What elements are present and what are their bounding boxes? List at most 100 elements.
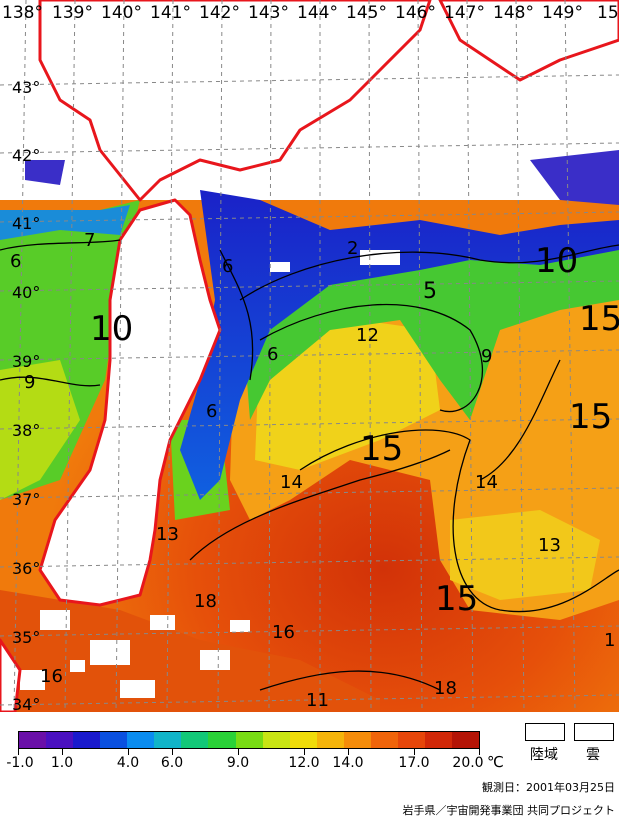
colorbar-tick: [304, 749, 305, 755]
colorbar-tick: [348, 749, 349, 755]
isotherm-label: 6: [206, 401, 217, 422]
lon-label: 141°: [150, 3, 191, 23]
isotherm-label: 10: [535, 241, 578, 281]
latitude-labels: 43° 42° 41° 40° 39° 38° 37° 36° 35° 34°: [12, 78, 40, 712]
colorbar-tick: [172, 749, 173, 755]
isotherm-label: 6: [10, 251, 21, 272]
colorbar-segment: [452, 732, 480, 748]
isotherm-label: 10: [90, 309, 133, 349]
isotherm-labels: 7 6 10 9 6 6 6 2 5 12 9 10 15 15 15 14 1…: [10, 230, 619, 711]
land-key-swatch: [525, 723, 565, 741]
lon-label: 145°: [346, 3, 387, 23]
lat-label: 38°: [12, 421, 40, 440]
lat-label: 36°: [12, 559, 40, 578]
colorbar-tick: [128, 749, 129, 755]
lon-label: 15: [597, 3, 619, 23]
lon-label: 143°: [248, 3, 289, 23]
cloud-key-label: 雲: [586, 747, 600, 763]
colorbar-segment: [46, 732, 74, 748]
colorbar-segment: [181, 732, 209, 748]
colorbar-tick: [414, 749, 415, 755]
colorbar-segment: [289, 732, 317, 748]
lon-label: 148°: [493, 3, 534, 23]
colorbar-segment: [235, 732, 263, 748]
sea-of-japan-north: [0, 205, 130, 240]
colorbar-tick-label: 17.0: [398, 755, 430, 771]
colorbar-segment: [397, 732, 425, 748]
isotherm-label: 18: [434, 678, 457, 699]
sea-of-japan-south: [0, 360, 80, 500]
colorbar-segment: [424, 732, 452, 748]
isotherm-label: 14: [475, 472, 498, 493]
colorbar-segment: [316, 732, 344, 748]
isotherm-label: 12: [356, 325, 379, 346]
isotherm-label: 9: [24, 372, 35, 393]
colorbar-tick-label: 20.0: [452, 755, 484, 771]
colorbar-tick-label: 12.0: [288, 755, 320, 771]
lon-label: 140°: [101, 3, 142, 23]
lat-label: 34°: [12, 695, 40, 712]
isotherm-label: 16: [40, 666, 63, 687]
colorbar-segment: [154, 732, 182, 748]
isotherm-label: 9: [481, 346, 492, 367]
yellow-zone-southeast: [450, 510, 600, 600]
colorbar-tick-label: -1.0: [6, 755, 34, 771]
cloud-patches: [20, 250, 400, 698]
colorbar-tick-label: 1.0: [50, 755, 74, 771]
lon-label: 146°: [395, 3, 436, 23]
isotherm-label: 5: [423, 279, 437, 304]
isotherm-label: 15: [579, 299, 619, 339]
colorbar-segment: [73, 732, 101, 748]
lon-label: 149°: [542, 3, 583, 23]
colorbar-tick: [238, 749, 239, 755]
lat-label: 35°: [12, 628, 40, 647]
isotherm-label: 15: [360, 429, 403, 469]
colorbar-tick-label: 9.0: [226, 755, 250, 771]
isotherm-label: 13: [156, 524, 179, 545]
colorbar-segment: [19, 732, 47, 748]
lon-label: 142°: [199, 3, 240, 23]
colorbar-segment: [343, 732, 371, 748]
lon-label: 147°: [444, 3, 485, 23]
isotherm-label: 13: [538, 535, 561, 556]
landmass: [0, 0, 619, 712]
isotherm-label: 14: [280, 472, 303, 493]
colorbar-tick: [62, 749, 63, 755]
cold-water-patch-east: [530, 150, 619, 205]
lat-label: 41°: [12, 214, 40, 233]
temperature-unit: ℃: [487, 753, 504, 771]
isotherm-label: 1: [604, 630, 615, 651]
lon-label: 144°: [297, 3, 338, 23]
isotherm-label: 15: [435, 579, 478, 619]
isotherm-label: 18: [194, 591, 217, 612]
isotherm-label: 6: [267, 344, 278, 365]
cold-water-patch-west: [25, 160, 65, 185]
colorbar-tick-label: 4.0: [116, 755, 140, 771]
colorbar-tick-label: 6.0: [160, 755, 184, 771]
southern-sea: [0, 590, 380, 712]
lat-label: 37°: [12, 490, 40, 509]
colorbar-segment: [127, 732, 155, 748]
colorbar-tick-label: 14.0: [332, 755, 364, 771]
lat-label: 43°: [12, 78, 40, 97]
lat-label: 39°: [12, 352, 40, 371]
isotherm-lines: [0, 239, 619, 691]
credit-line: 岩手県／宇宙開発事業団 共同プロジェクト: [402, 804, 616, 817]
isotherm-label: 16: [272, 622, 295, 643]
lon-label: 138°: [2, 3, 43, 23]
colorbar-tick: [18, 749, 19, 755]
isotherm-label: 11: [306, 690, 329, 711]
observation-date: 観測日：2001年03月25日: [482, 781, 615, 794]
lat-label: 42°: [12, 146, 40, 165]
lon-label: 139°: [52, 3, 93, 23]
isotherm-label: 2: [347, 238, 358, 259]
lat-label: 40°: [12, 283, 40, 302]
colorbar-segment: [370, 732, 398, 748]
colorbar-tick: [479, 749, 480, 755]
land-key-label: 陸域: [530, 747, 558, 763]
isotherm-label: 7: [84, 230, 95, 251]
isotherm-label: 6: [222, 256, 233, 277]
cloud-key-swatch: [574, 723, 614, 741]
colorbar-segment: [262, 732, 290, 748]
temperature-colorbar: [18, 731, 480, 749]
